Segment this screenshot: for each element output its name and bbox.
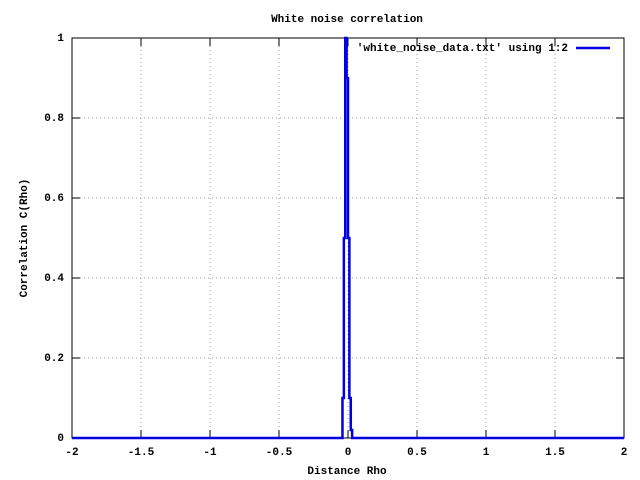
x-tick-label: 1.5 xyxy=(545,447,565,459)
series-line xyxy=(72,36,624,440)
y-tick-label: 0.2 xyxy=(44,353,64,365)
x-tick-label: -1 xyxy=(203,447,217,459)
x-axis-label: Distance Rho xyxy=(307,466,387,478)
y-tick-label: 0 xyxy=(57,433,64,445)
x-tick-label: 0 xyxy=(345,447,352,459)
legend-label: 'white_noise_data.txt' using 1:2 xyxy=(357,43,568,55)
y-tick-label: 0.4 xyxy=(44,273,64,285)
x-tick-label: -1.5 xyxy=(128,447,155,459)
x-tick-label: 0.5 xyxy=(407,447,427,459)
y-axis-label: Correlation C(Rho) xyxy=(19,179,31,298)
plot-frame xyxy=(71,37,625,439)
y-tick-label: 1 xyxy=(57,33,64,45)
x-tick-label: 2 xyxy=(621,447,628,459)
x-tick-label: -2 xyxy=(65,447,78,459)
y-tick-label: 0.8 xyxy=(44,113,64,125)
x-tick-label: 1 xyxy=(483,447,490,459)
x-tick-label: -0.5 xyxy=(266,447,293,459)
chart-title: White noise correlation xyxy=(271,14,423,26)
y-tick-label: 0.6 xyxy=(44,193,64,205)
